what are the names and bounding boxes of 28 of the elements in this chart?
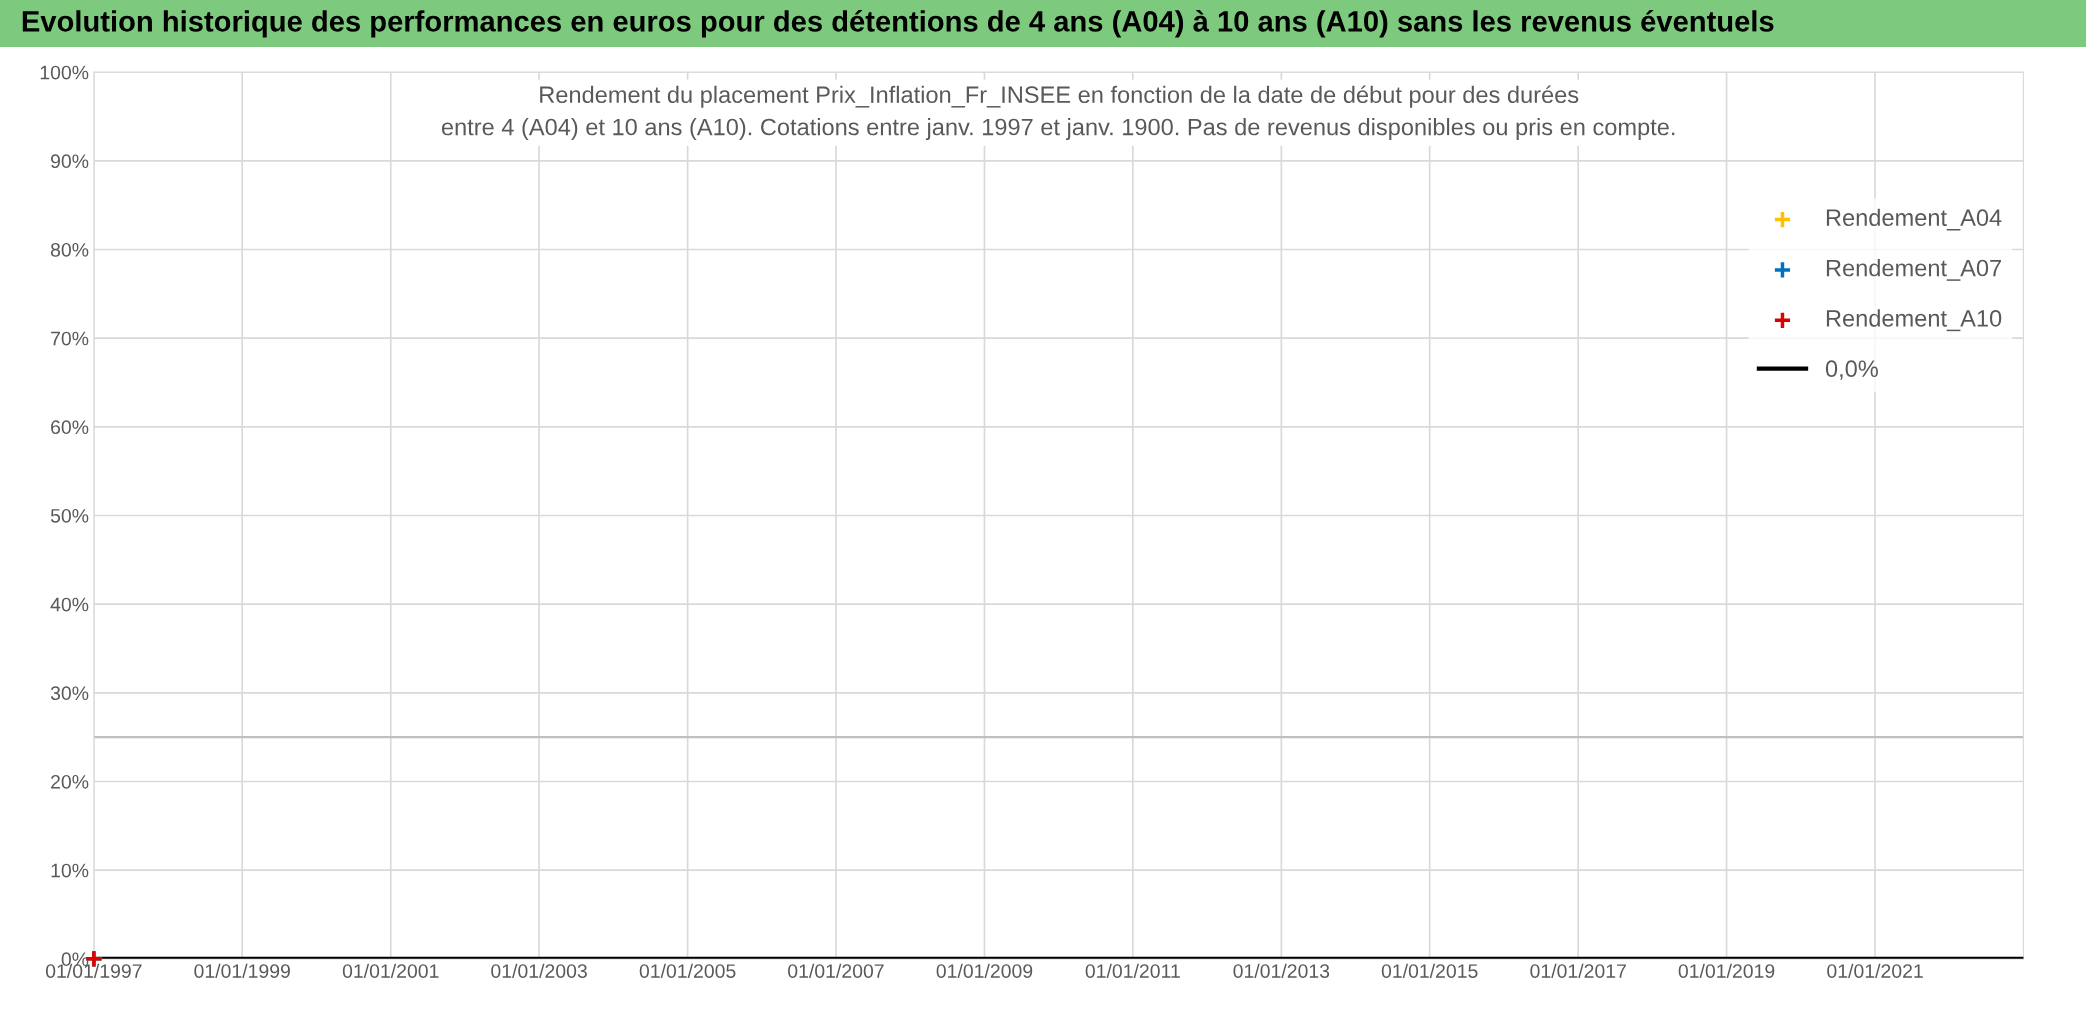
y-tick-label: 50% — [50, 508, 89, 523]
y-tick-label: 20% — [51, 774, 89, 789]
y-tick-label: 100% — [40, 65, 89, 80]
x-tick-label: 01/01/2019 — [1678, 963, 1775, 978]
y-tick-label: 10% — [51, 863, 89, 878]
y-tick-label: 80% — [50, 242, 89, 257]
text: Rendement du placement Prix_Inflation_Fr_INSEE en fonction de la date de début pour des durées entre 4 (A04) et 10 ans (A10). Cotations entre janv. 1997 et janv. 1900. Pas de revenus disponibles ou pris en compte. — [441, 85, 1675, 141]
legend-label: Rendement_A10 — [1826, 309, 2002, 332]
legend-label: 0,0% — [1825, 360, 1878, 380]
legend-label: Rendement_A07 — [1826, 259, 2001, 281]
x-tick-label: 01/01/2011 — [1085, 963, 1180, 978]
y-tick-label: 30% — [50, 686, 89, 701]
y-tick-label: 90% — [51, 154, 89, 169]
x-tick-label: 01/01/2007 — [788, 963, 884, 978]
x-tick-label: 01/01/2005 — [639, 963, 736, 978]
x-tick-label: 01/01/2003 — [491, 963, 587, 978]
legend-label: Rendement_A04 — [1826, 208, 2002, 231]
x-tick-label: 01/01/2017 — [1530, 963, 1626, 978]
x-tick-label: 01/01/2021 — [1827, 963, 1923, 978]
y-tick-label: 60% — [51, 420, 89, 435]
y-tick-label: 40% — [50, 597, 89, 612]
x-tick-label: 01/01/1999 — [194, 963, 290, 978]
x-tick-label: 01/01/2013 — [1233, 963, 1330, 978]
x-tick-label: 01/01/2009 — [936, 963, 1033, 978]
chart-title: Evolution historique des performances en euros pour des détentions de 4 ans (A04) à 10 ans (A10) sans les revenus éventuels — [22, 9, 1774, 38]
x-tick-label: 01/01/2001 — [342, 963, 439, 978]
x-tick-label: 01/01/2015 — [1381, 963, 1478, 978]
y-tick-label: 70% — [51, 331, 89, 346]
